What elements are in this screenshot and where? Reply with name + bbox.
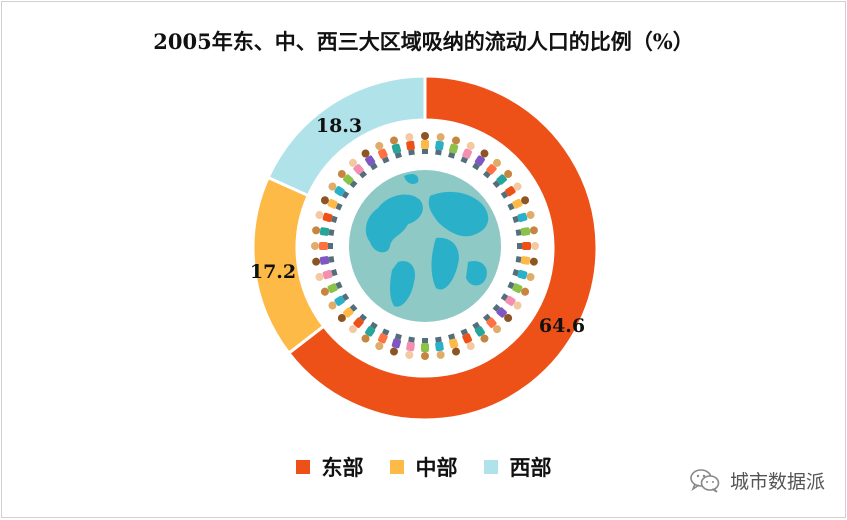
person-figure <box>320 196 343 211</box>
person-figure <box>405 133 415 156</box>
legend-item-west: 西部 <box>483 452 552 482</box>
legend-swatch-central <box>389 460 404 474</box>
data-label-east: 64.6 <box>539 315 585 337</box>
person-figure <box>337 169 358 189</box>
person-figure <box>482 158 502 179</box>
people-ring <box>311 132 539 360</box>
data-label-central: 17.2 <box>250 261 296 283</box>
world-globe-illustration <box>305 128 545 368</box>
person-figure <box>448 333 460 356</box>
slice-west <box>266 74 427 198</box>
chart-title: 2005年东、中、西三大区域吸纳的流动人口的比例（%） <box>153 29 694 54</box>
person-figure <box>390 333 402 356</box>
slice-east <box>286 74 599 422</box>
person-figure <box>421 132 429 154</box>
person-figure <box>328 293 350 310</box>
person-figure <box>320 281 343 296</box>
person-figure <box>311 242 333 250</box>
person-figure <box>405 336 415 359</box>
person-figure <box>361 149 378 171</box>
person-figure <box>492 169 513 189</box>
person-figure <box>312 226 335 236</box>
person-figure <box>460 141 475 164</box>
person-figure <box>375 328 390 351</box>
data-label-west: 18.3 <box>316 115 362 137</box>
person-figure <box>507 281 530 296</box>
legend-item-central: 中部 <box>389 452 458 482</box>
legend-swatch-west <box>483 460 498 474</box>
person-figure <box>337 303 358 323</box>
person-figure <box>500 182 522 199</box>
person-figure <box>435 336 445 359</box>
person-figure <box>312 256 335 266</box>
person-figure <box>435 133 445 156</box>
wechat-icon <box>690 468 720 493</box>
person-figure <box>421 338 429 360</box>
legend-label-central: 中部 <box>415 456 458 480</box>
legend-swatch-east <box>295 460 310 474</box>
legend-label-east: 东部 <box>321 456 364 480</box>
person-figure <box>512 269 535 281</box>
person-figure <box>512 211 535 223</box>
person-figure <box>348 158 368 179</box>
person-figure <box>315 211 338 223</box>
person-figure <box>348 313 368 334</box>
legend-label-west: 西部 <box>509 456 552 480</box>
person-figure <box>315 269 338 281</box>
person-figure <box>361 321 378 343</box>
slice-labels-group: 64.6 17.2 18.3 <box>250 115 585 337</box>
legend-item-east: 东部 <box>295 452 364 482</box>
person-figure <box>390 136 402 159</box>
person-figure <box>472 149 489 171</box>
person-figure <box>517 242 539 250</box>
person-figure <box>328 182 350 199</box>
person-figure <box>472 321 489 343</box>
person-figure <box>448 136 460 159</box>
watermark: 城市数据派 <box>690 467 825 494</box>
person-figure <box>507 196 530 211</box>
person-figure <box>492 303 513 323</box>
globe-icon <box>349 170 501 322</box>
watermark-text: 城市数据派 <box>729 471 825 493</box>
slices-group <box>251 74 599 422</box>
legend: 东部 中部 西部 <box>0 452 847 482</box>
person-figure <box>500 293 522 310</box>
person-figure <box>482 313 502 334</box>
person-figure <box>460 328 475 351</box>
person-figure <box>515 256 538 266</box>
person-figure <box>515 226 538 236</box>
person-figure <box>375 141 390 164</box>
